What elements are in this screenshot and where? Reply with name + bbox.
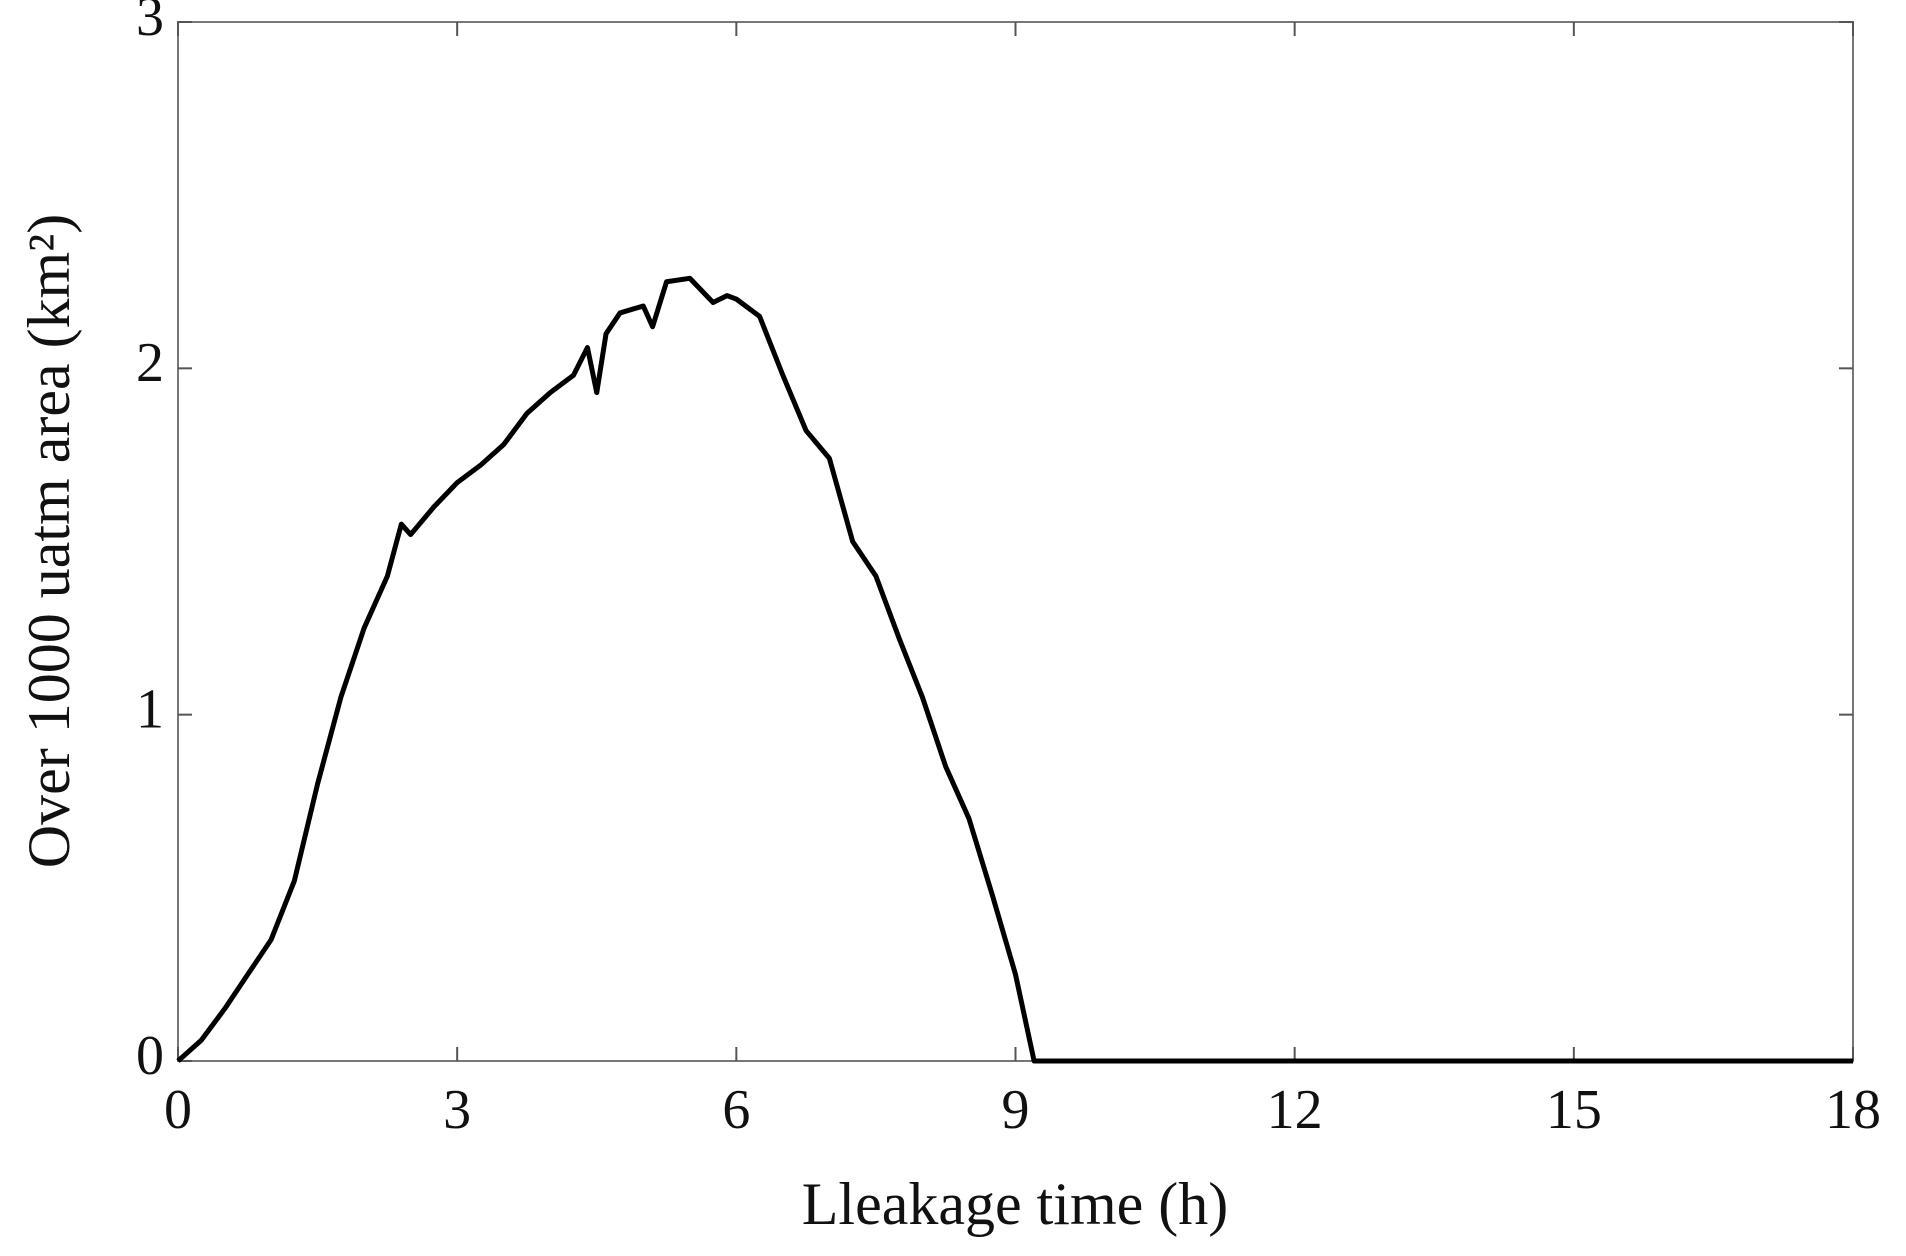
x-tick-label: 9 xyxy=(1002,1079,1030,1141)
y-tick-label: 1 xyxy=(136,679,164,741)
x-tick-label: 3 xyxy=(443,1079,471,1141)
x-tick-label: 6 xyxy=(722,1079,750,1141)
x-axis-label: Lleakage time (h) xyxy=(802,1171,1228,1237)
y-tick-label: 0 xyxy=(136,1025,164,1087)
x-tick-label: 12 xyxy=(1267,1079,1323,1141)
x-tick-label: 15 xyxy=(1546,1079,1602,1141)
data-line xyxy=(176,275,1853,1064)
x-tick-label: 0 xyxy=(164,1079,192,1141)
y-tick-label: 2 xyxy=(136,332,164,394)
y-tick-label: 3 xyxy=(136,0,164,48)
plot-frame xyxy=(177,21,1854,1062)
x-tick-label: 18 xyxy=(1825,1079,1881,1141)
y-axis-label: Over 1000 uatm area (km²) xyxy=(16,214,82,868)
